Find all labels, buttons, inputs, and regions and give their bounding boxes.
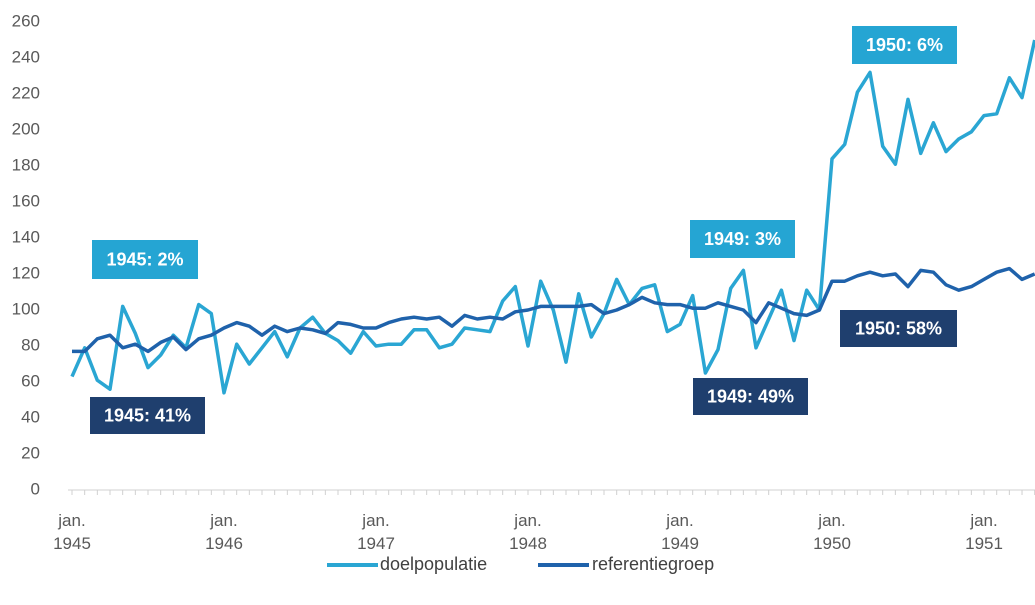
y-tick-label: 20 — [21, 443, 40, 462]
x-tick-label: jan. 1948 — [509, 511, 547, 553]
annotation-box — [693, 378, 808, 415]
y-tick-label: 140 — [12, 227, 40, 246]
y-tick-label: 120 — [12, 263, 40, 282]
y-tick-label: 60 — [21, 371, 40, 390]
y-tick-label: 100 — [12, 299, 40, 318]
x-tick-label: jan. 1950 — [813, 511, 851, 553]
y-tick-label: 180 — [12, 155, 40, 174]
y-tick-label: 220 — [12, 83, 40, 102]
x-tick-label: jan. 1946 — [205, 511, 243, 553]
annotation-box — [840, 310, 957, 347]
x-tick-label: jan. 1949 — [661, 511, 699, 553]
x-tick-label: jan. 1947 — [357, 511, 395, 553]
annotation-box — [92, 240, 198, 279]
y-tick-label: 200 — [12, 119, 40, 138]
series-line — [70, 39, 1035, 395]
annotation: 1949: 3% — [704, 229, 781, 249]
annotation: 1949: 49% — [707, 386, 794, 406]
annotation: 1950: 58% — [855, 318, 942, 338]
annotation: 1945: 41% — [104, 405, 191, 425]
x-tick-label: jan. 1951 — [965, 511, 1003, 553]
y-tick-label: 80 — [21, 335, 40, 354]
legend-label: referentiegroep — [592, 554, 714, 574]
annotation: 1945: 2% — [106, 249, 183, 269]
annotation-box — [852, 26, 957, 64]
y-tick-label: 160 — [12, 191, 40, 210]
y-tick-label: 0 — [31, 479, 40, 498]
y-tick-label: 40 — [21, 407, 40, 426]
legend-label: doelpopulatie — [380, 554, 487, 574]
x-tick-label: jan. 1945 — [53, 511, 91, 553]
series-line — [72, 266, 1035, 354]
annotation: 1950: 6% — [866, 35, 943, 55]
annotation-box — [690, 220, 795, 258]
y-tick-label: 260 — [12, 11, 40, 30]
annotation-box — [90, 397, 205, 434]
y-tick-label: 240 — [12, 47, 40, 66]
